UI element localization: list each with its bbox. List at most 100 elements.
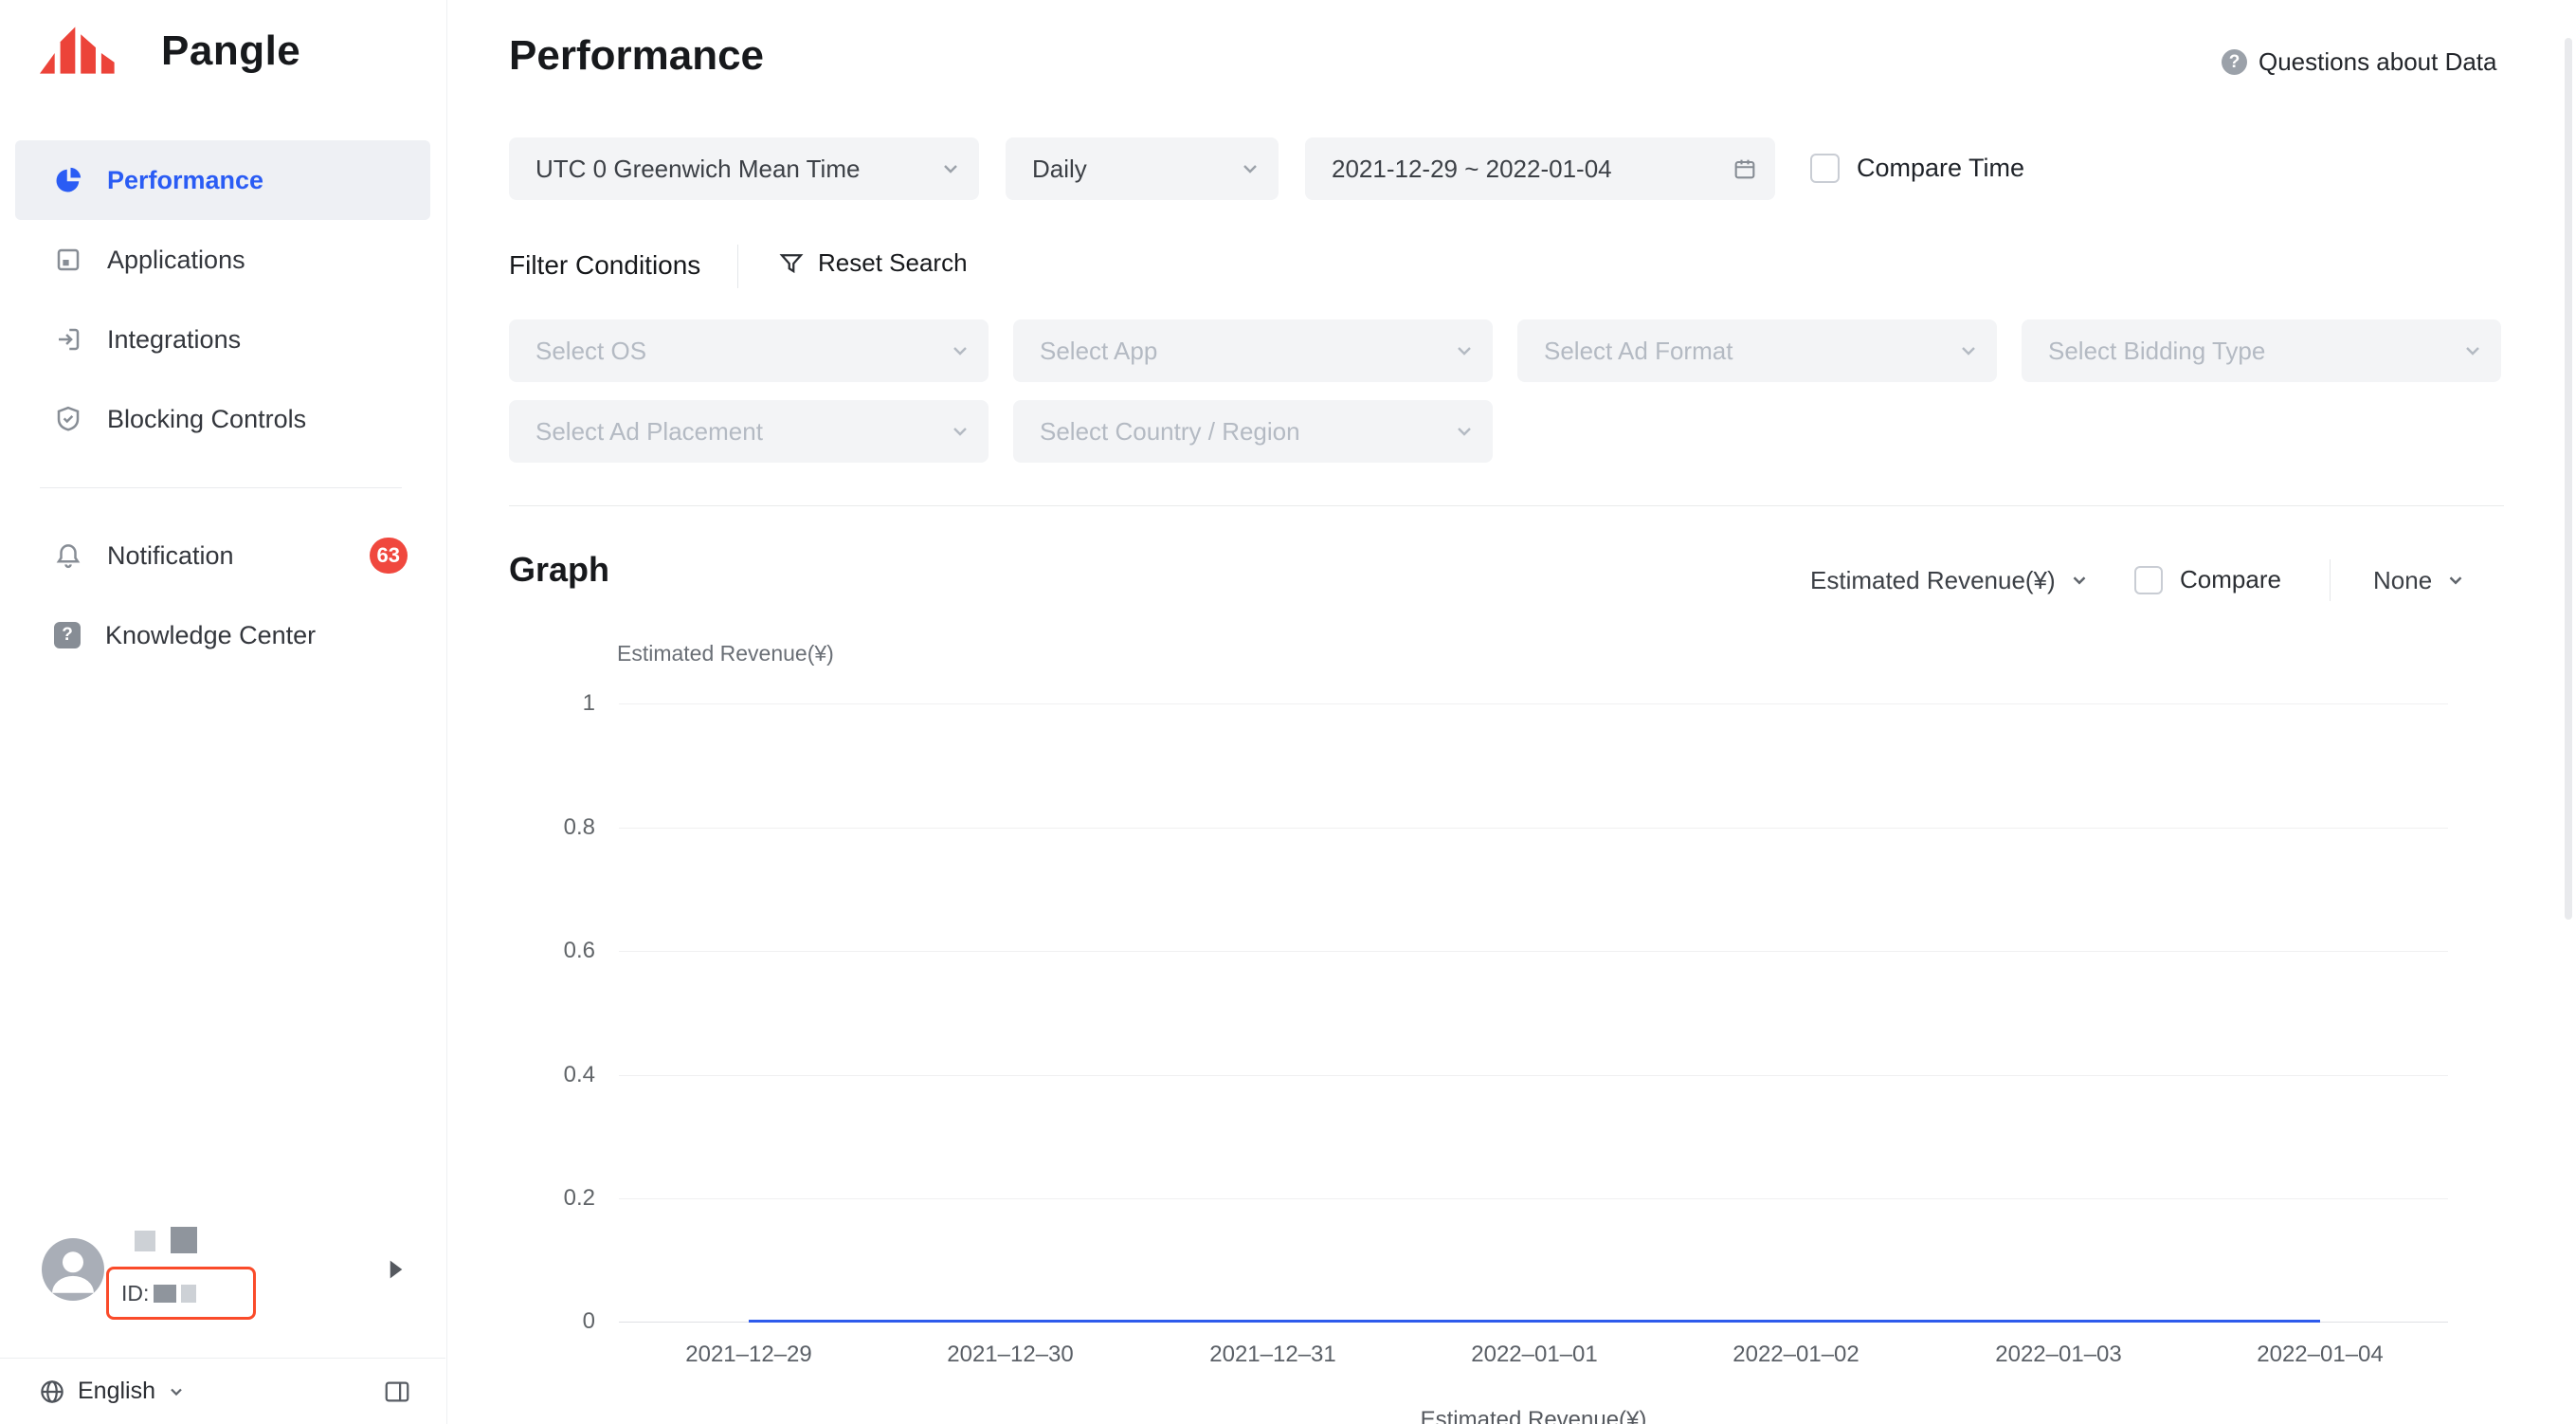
x-axis-tick-label: 2021–12–31 (1209, 1342, 1336, 1367)
chevron-down-icon (944, 165, 957, 173)
y-axis-tick-label: 0.2 (563, 1185, 595, 1211)
y-axis-tick-label: 0.4 (563, 1062, 595, 1087)
person-icon (52, 1251, 94, 1293)
chart-legend: Estimated Revenue(¥) (1420, 1407, 1647, 1424)
gridline (619, 703, 2448, 704)
collapse-sidebar-button[interactable] (383, 1378, 411, 1406)
page-title: Performance (509, 32, 765, 79)
gridline (619, 951, 2448, 952)
sidebar-item-label: Integrations (107, 324, 242, 354)
compare-time-checkbox[interactable] (1810, 154, 1840, 183)
chevron-down-icon (1962, 347, 1975, 356)
sidebar-item-applications[interactable]: Applications (0, 220, 445, 300)
select-os-placeholder: Select OS (535, 336, 647, 365)
sidebar-item-label: Notification (107, 540, 234, 570)
sidebar-item-label: Applications (107, 245, 245, 274)
date-range-picker[interactable]: 2021-12-29 ~ 2022-01-04 (1305, 137, 1775, 200)
scrollbar-thumb[interactable] (2565, 38, 2572, 920)
redacted-name-block (135, 1231, 155, 1251)
user-id-highlight-box: ID: (106, 1267, 256, 1320)
select-ad-placement[interactable]: Select Ad Placement (509, 400, 989, 463)
y-axis-tick-label: 1 (582, 690, 595, 716)
chevron-down-icon (953, 428, 967, 436)
chevron-down-icon (2466, 347, 2479, 356)
compare-time-control: Compare Time (1810, 154, 2024, 183)
select-bidding-type[interactable]: Select Bidding Type (2022, 319, 2501, 382)
reset-search-label: Reset Search (818, 248, 968, 277)
help-icon: ? (2222, 49, 2247, 75)
avatar[interactable] (42, 1238, 104, 1301)
section-divider (509, 505, 2504, 506)
notification-badge: 63 (369, 538, 408, 574)
select-country-region[interactable]: Select Country / Region (1013, 400, 1493, 463)
redacted-id-block (154, 1284, 177, 1303)
sidebar-item-label: Performance (107, 165, 264, 194)
compare-checkbox[interactable] (2134, 565, 2163, 594)
question-icon: ? (54, 622, 81, 648)
secondary-metric-select[interactable]: None (2373, 561, 2466, 599)
calendar-icon (1734, 159, 1755, 179)
chevron-down-icon (2449, 576, 2462, 585)
pie-chart-icon (56, 167, 82, 192)
redacted-id-block (181, 1284, 197, 1303)
sidebar-item-blocking-controls[interactable]: Blocking Controls (0, 379, 445, 459)
y-axis-tick-label: 0.8 (563, 814, 595, 840)
y-axis-tick-label: 0 (582, 1308, 595, 1334)
granularity-select[interactable]: Daily (1006, 137, 1279, 200)
redacted-name-block (171, 1227, 197, 1253)
select-ad-format[interactable]: Select Ad Format (1517, 319, 1997, 382)
select-app[interactable]: Select App (1013, 319, 1493, 382)
shield-icon (57, 406, 80, 431)
sidebar-item-label: Blocking Controls (107, 404, 307, 433)
chevron-down-icon (1243, 165, 1257, 173)
user-id-label: ID: (121, 1280, 150, 1305)
sidebar-item-knowledge-center[interactable]: ? Knowledge Center (0, 595, 445, 675)
select-ad-placement-placeholder: Select Ad Placement (535, 416, 763, 446)
y-axis-tick-label: 0.6 (563, 938, 595, 963)
vertical-divider (737, 245, 738, 288)
questions-about-data-link[interactable]: ? Questions about Data (2222, 47, 2497, 77)
sidebar-item-performance[interactable]: Performance (15, 140, 430, 220)
select-os[interactable]: Select OS (509, 319, 989, 382)
revenue-chart: 1 0.8 0.6 0.4 0.2 0 2021–12–29 2021–12–3… (564, 690, 2448, 1367)
language-label: English (78, 1378, 155, 1404)
gridline (619, 828, 2448, 829)
y-axis-title: Estimated Revenue(¥) (617, 641, 834, 666)
vertical-divider (2330, 559, 2331, 601)
chevron-down-icon (1458, 347, 1471, 356)
expand-user-panel-button[interactable] (389, 1259, 404, 1285)
graph-section-title: Graph (509, 550, 610, 589)
sidebar-bottom-bar: English (0, 1358, 445, 1424)
sidebar-item-integrations[interactable]: Integrations (0, 300, 445, 379)
apps-icon (57, 248, 80, 271)
x-axis-tick-label: 2021–12–30 (947, 1342, 1074, 1367)
reset-filter-icon (779, 253, 804, 273)
x-axis-tick-label: 2022–01–01 (1471, 1342, 1598, 1367)
sidebar-item-notification[interactable]: Notification 63 (0, 516, 445, 595)
globe-icon (41, 1379, 63, 1403)
brand-name: Pangle (161, 27, 301, 74)
metric-select[interactable]: Estimated Revenue(¥) (1810, 561, 2090, 599)
chevron-down-icon (171, 1388, 182, 1396)
secondary-metric-value: None (2373, 565, 2433, 594)
chevron-down-icon (1458, 428, 1471, 436)
select-country-region-placeholder: Select Country / Region (1040, 416, 1300, 446)
collapse-sidebar-icon (385, 1381, 409, 1401)
filter-conditions-label: Filter Conditions (509, 250, 701, 280)
gridline (619, 1075, 2448, 1076)
language-select[interactable]: English (38, 1378, 186, 1406)
timezone-select[interactable]: UTC 0 Greenwich Mean Time (509, 137, 979, 200)
date-range-value: 2021-12-29 ~ 2022-01-04 (1332, 154, 1612, 183)
compare-time-label: Compare Time (1857, 154, 2025, 182)
bell-icon (56, 544, 81, 569)
compare-label: Compare (2180, 565, 2281, 593)
gridline (619, 1198, 2448, 1199)
select-bidding-type-placeholder: Select Bidding Type (2048, 336, 2266, 365)
x-axis-tick-label: 2022–01–03 (1995, 1342, 2122, 1367)
x-axis-tick-label: 2022–01–02 (1732, 1342, 1859, 1367)
pangle-logo[interactable]: Pangle (38, 25, 300, 78)
pangle-logo-icon (39, 27, 115, 74)
reset-search-button[interactable]: Reset Search (777, 248, 968, 278)
sidebar-divider (40, 487, 402, 488)
